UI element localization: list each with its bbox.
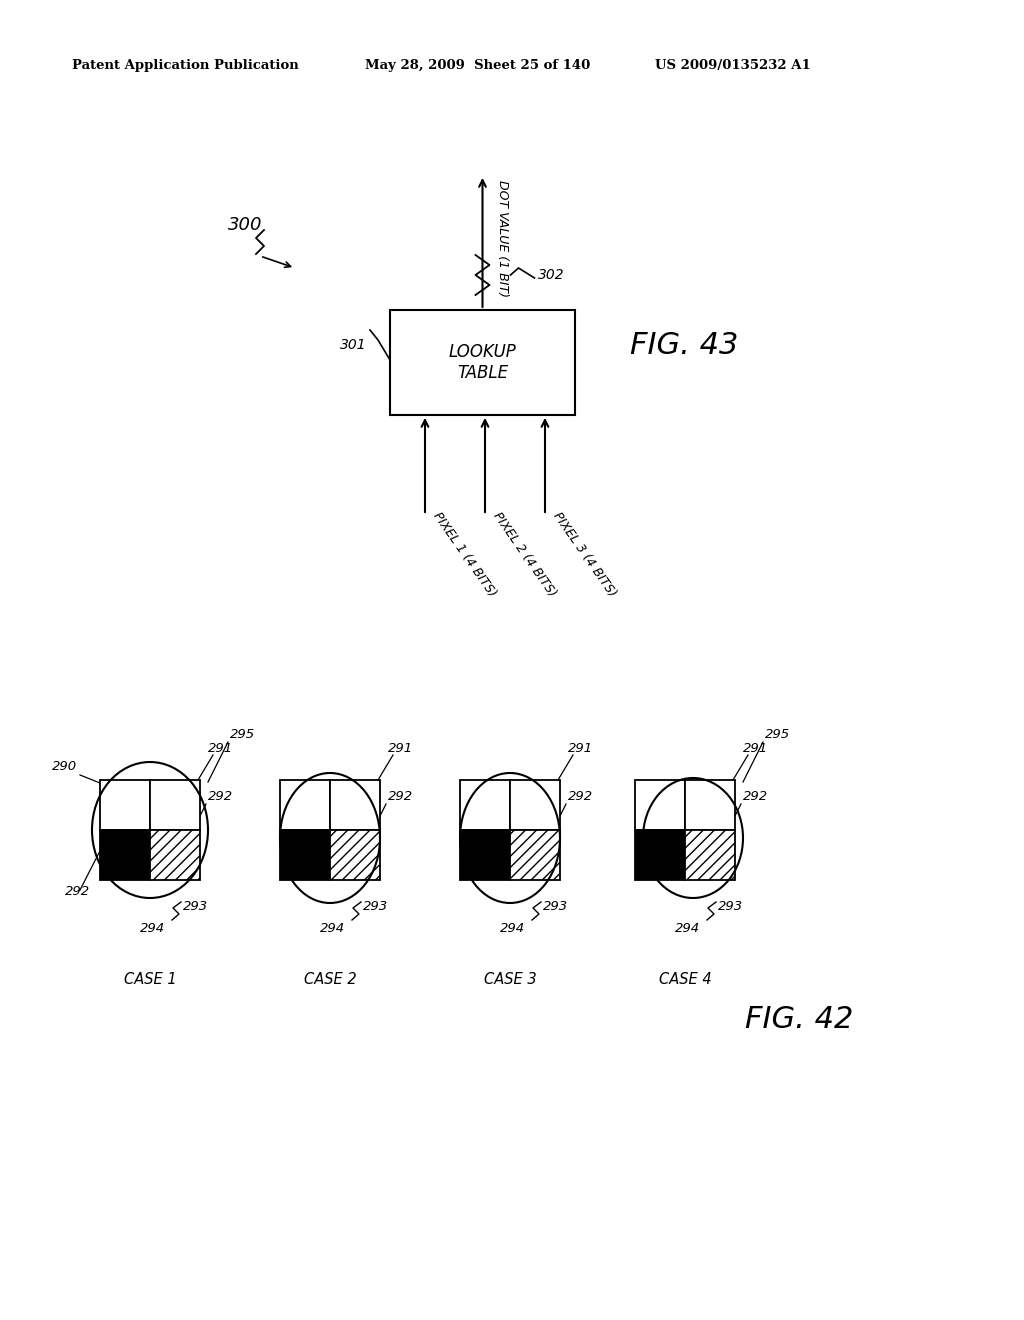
Text: 291: 291	[208, 742, 233, 755]
Text: PIXEL 1 (4 BITS): PIXEL 1 (4 BITS)	[430, 510, 499, 599]
Text: 291: 291	[388, 742, 413, 755]
Bar	[100, 830, 150, 880]
Bar	[150, 780, 200, 830]
Bar	[280, 780, 330, 830]
Text: PIXEL 2 (4 BITS): PIXEL 2 (4 BITS)	[490, 510, 558, 599]
Bar	[460, 780, 510, 830]
Text: 290: 290	[52, 760, 78, 774]
Text: CASE 3: CASE 3	[483, 973, 537, 987]
Text: 294: 294	[140, 921, 165, 935]
Text: US 2009/0135232 A1: US 2009/0135232 A1	[655, 58, 811, 71]
Bar	[685, 830, 735, 880]
Text: 302: 302	[538, 268, 564, 282]
Text: 293: 293	[718, 900, 743, 913]
Text: Patent Application Publication: Patent Application Publication	[72, 58, 299, 71]
Text: 292: 292	[388, 789, 413, 803]
Bar	[635, 780, 685, 830]
Text: 294: 294	[675, 921, 700, 935]
Bar	[330, 830, 380, 880]
Text: 293: 293	[362, 900, 388, 913]
Text: 292: 292	[208, 789, 233, 803]
Bar	[510, 830, 560, 880]
Text: 293: 293	[183, 900, 208, 913]
Text: DOT VALUE (1 BIT): DOT VALUE (1 BIT)	[497, 180, 510, 297]
Bar	[635, 830, 685, 880]
Bar	[150, 830, 200, 880]
Text: 301: 301	[340, 338, 367, 352]
Bar	[685, 780, 735, 830]
Text: FIG. 42: FIG. 42	[745, 1006, 853, 1035]
Text: 292: 292	[743, 789, 768, 803]
Bar	[510, 780, 560, 830]
Bar	[280, 830, 330, 880]
Text: FIG. 43: FIG. 43	[630, 330, 738, 359]
Bar	[330, 780, 380, 830]
Text: LOOKUP
TABLE: LOOKUP TABLE	[449, 343, 516, 381]
Text: CASE 1: CASE 1	[124, 973, 176, 987]
Text: 295: 295	[230, 729, 255, 741]
Text: 292: 292	[568, 789, 593, 803]
Text: 293: 293	[543, 900, 568, 913]
Text: CASE 4: CASE 4	[658, 973, 712, 987]
Text: 300: 300	[228, 216, 262, 234]
Text: May 28, 2009  Sheet 25 of 140: May 28, 2009 Sheet 25 of 140	[365, 58, 590, 71]
Bar	[100, 780, 150, 830]
Text: 294: 294	[319, 921, 345, 935]
Text: 291: 291	[743, 742, 768, 755]
Text: 295: 295	[765, 729, 791, 741]
Bar	[390, 310, 575, 414]
Text: CASE 2: CASE 2	[304, 973, 356, 987]
Text: 294: 294	[500, 921, 525, 935]
Text: 291: 291	[568, 742, 593, 755]
Text: 292: 292	[65, 884, 90, 898]
Text: PIXEL 3 (4 BITS): PIXEL 3 (4 BITS)	[550, 510, 618, 599]
Bar	[460, 830, 510, 880]
